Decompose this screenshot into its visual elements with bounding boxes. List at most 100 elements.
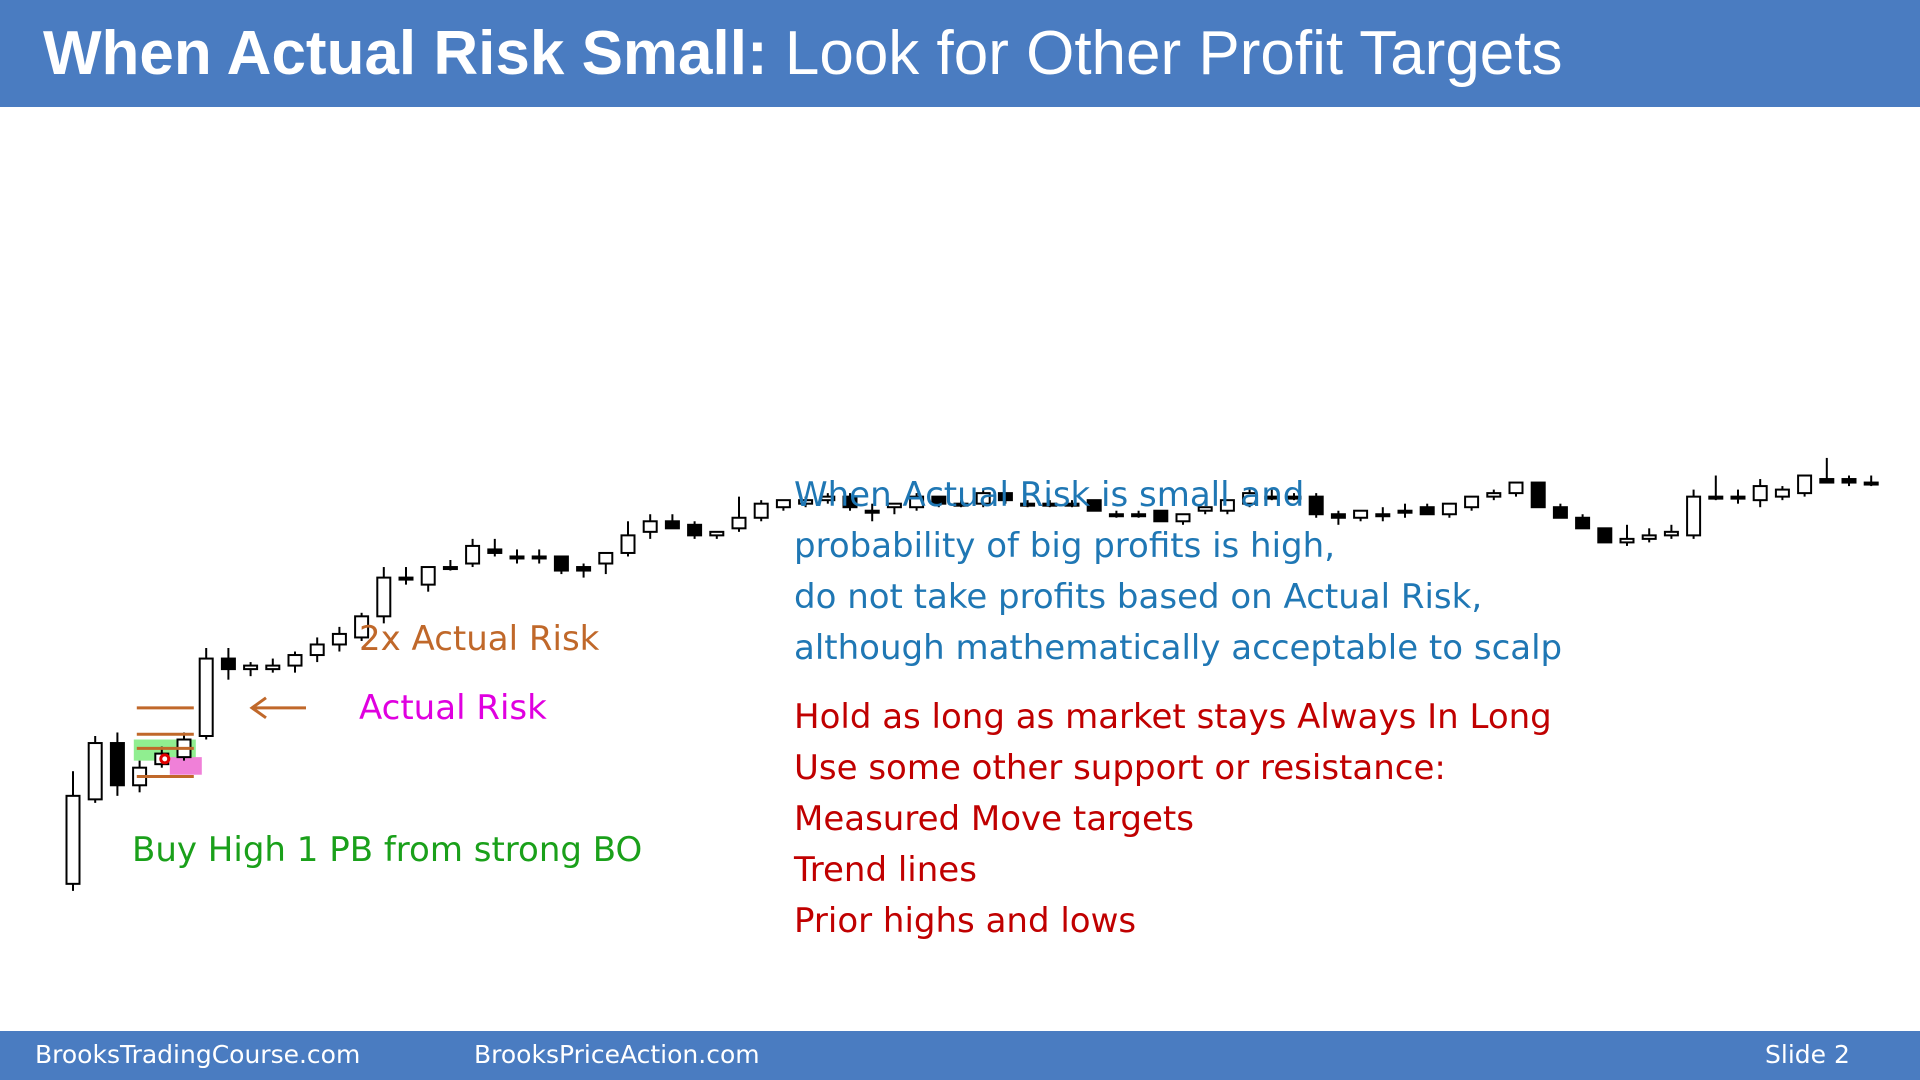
candle (265, 658, 281, 673)
candle (1441, 502, 1457, 518)
bull-candle-body (753, 502, 769, 519)
bear-candle-body (931, 495, 947, 505)
bull-candle-body (598, 551, 614, 565)
bull-candle-body (87, 742, 103, 801)
candle (309, 637, 325, 663)
candle (1242, 489, 1258, 508)
candle (1486, 489, 1502, 501)
bull-candle-body (820, 495, 836, 502)
bull-candle-body (265, 664, 281, 671)
candle (842, 493, 858, 511)
candle (465, 538, 481, 568)
bull-candle-body (1730, 495, 1746, 500)
footer-right: Slide 2 (1765, 1040, 1850, 1069)
candle (1308, 493, 1324, 518)
bear-candle-body (1841, 478, 1857, 484)
candle (109, 732, 125, 796)
bull-candle-body (1774, 488, 1790, 498)
bear-candle-body (687, 523, 703, 537)
bear-candle-body (842, 495, 858, 509)
candle (243, 662, 259, 677)
candle (1708, 475, 1724, 501)
candle (1397, 503, 1413, 518)
bull-candle-body (1175, 513, 1191, 523)
bull-candle-body (398, 576, 414, 581)
bull-candle-body (465, 544, 481, 565)
bull-candle-body (1641, 534, 1657, 540)
candle (1797, 474, 1813, 497)
bull-candle-body (1663, 530, 1679, 537)
candle (531, 549, 547, 564)
candle (1752, 479, 1768, 508)
bull-candle-body (798, 499, 814, 505)
candle (1286, 493, 1302, 501)
title-rest: Look for Other Profit Targets (767, 19, 1563, 88)
candle (65, 771, 81, 891)
candle (576, 563, 592, 578)
bear-candle-body (576, 566, 592, 572)
footer-mid: BrooksPriceAction.com (474, 1040, 760, 1069)
bull-candle-body (1708, 495, 1724, 500)
entry-marker (159, 753, 171, 765)
bear-candle-body (1530, 481, 1546, 509)
candle (176, 732, 192, 761)
bull-candle-body (953, 502, 969, 507)
bull-candle-body (1508, 481, 1524, 495)
candle (487, 538, 503, 557)
candle (1619, 524, 1635, 546)
candle (1641, 528, 1657, 543)
candle (376, 567, 392, 624)
bull-candle-body (1397, 509, 1413, 514)
bull-candle-body (1197, 506, 1213, 512)
bear-candle-body (997, 492, 1013, 502)
bull-candle-body (287, 654, 303, 667)
bull-candle-body (642, 520, 658, 533)
candle (87, 736, 103, 803)
candle (753, 500, 769, 522)
candle (1863, 475, 1879, 487)
candle (864, 503, 880, 522)
candle (1219, 499, 1235, 515)
candle (642, 514, 658, 539)
blue-line: do not take profits based on Actual Risk… (794, 577, 1483, 617)
blue-line: although mathematically acceptable to sc… (794, 628, 1563, 668)
candle (820, 493, 836, 504)
footer-left: BrooksTradingCourse.com (35, 1040, 361, 1069)
candle (1419, 503, 1435, 516)
bull-candle-body (65, 794, 81, 885)
candle (687, 521, 703, 539)
bull-candle-body (731, 516, 747, 530)
bull-candle-body (1264, 495, 1280, 500)
candle (1730, 489, 1746, 504)
candle (1264, 489, 1280, 501)
candle (1464, 495, 1480, 511)
candle (1686, 489, 1702, 539)
bear-candle-body (664, 520, 680, 530)
buy-label: Buy High 1 PB from strong BO (132, 830, 643, 870)
footer-bar: BrooksTradingCourse.com BrooksPriceActio… (0, 1031, 1920, 1080)
bull-candle-body (376, 576, 392, 618)
bull-candle-body (1619, 537, 1635, 544)
candle (354, 612, 370, 641)
candle (620, 521, 636, 557)
page-title: When Actual Risk Small: Look for Other P… (43, 14, 1563, 94)
bull-candle-body (420, 566, 436, 586)
candle (1575, 514, 1591, 530)
bear-candle-body (1819, 478, 1835, 484)
bull-candle-body (1441, 502, 1457, 516)
arrow-head-icon (249, 696, 267, 720)
bear-candle-body (487, 548, 503, 554)
bull-candle-body (1353, 509, 1369, 519)
candle (997, 492, 1013, 504)
candle (886, 502, 902, 515)
candle (975, 489, 991, 508)
candle (1175, 513, 1191, 525)
bull-candle-body (354, 615, 370, 639)
bull-candle-body (509, 555, 525, 560)
two-x-risk-label: 2x Actual Risk (359, 619, 600, 659)
title-bar: When Actual Risk Small: Look for Other P… (0, 0, 1920, 107)
candle (775, 499, 791, 511)
bull-candle-body (442, 566, 458, 571)
candle (509, 549, 525, 564)
